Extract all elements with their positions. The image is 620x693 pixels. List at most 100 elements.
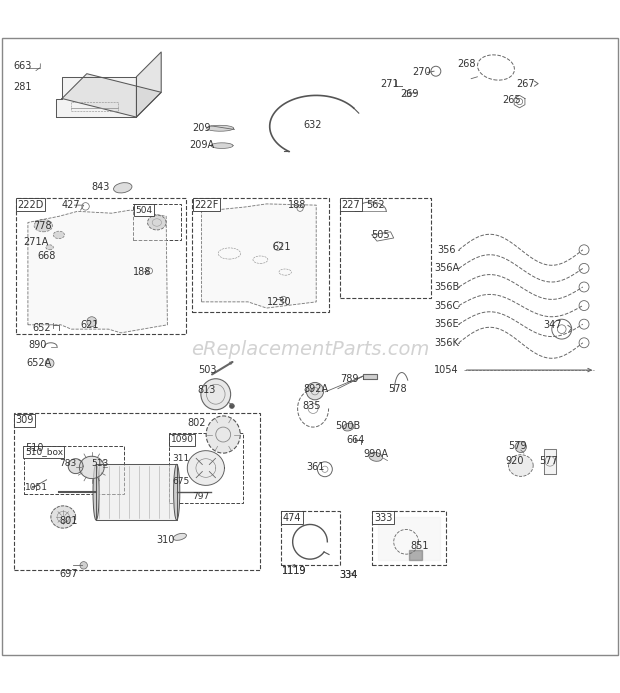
Text: 427: 427 <box>62 200 81 210</box>
Polygon shape <box>206 125 234 131</box>
Polygon shape <box>508 455 533 476</box>
Text: 920: 920 <box>505 456 524 466</box>
Ellipse shape <box>34 220 53 231</box>
Polygon shape <box>79 456 104 479</box>
Ellipse shape <box>93 464 99 520</box>
Bar <box>24 446 124 494</box>
Polygon shape <box>51 506 76 528</box>
Bar <box>16 198 186 334</box>
Polygon shape <box>136 52 161 117</box>
Text: 474: 474 <box>283 513 301 523</box>
Text: 265: 265 <box>502 95 521 105</box>
Text: 1051: 1051 <box>25 483 48 492</box>
Bar <box>192 198 329 313</box>
Polygon shape <box>62 73 161 117</box>
Bar <box>169 433 243 502</box>
Text: 510_box: 510_box <box>25 448 63 457</box>
Polygon shape <box>68 459 83 473</box>
Circle shape <box>229 403 234 408</box>
Text: 577: 577 <box>539 456 558 466</box>
Text: 697: 697 <box>59 569 78 579</box>
Text: 1090: 1090 <box>170 435 193 444</box>
Text: 334: 334 <box>340 570 358 579</box>
Text: 510: 510 <box>25 443 43 453</box>
Text: 851: 851 <box>410 541 429 551</box>
Ellipse shape <box>343 423 354 431</box>
Text: 268: 268 <box>458 59 476 69</box>
Ellipse shape <box>369 453 383 462</box>
Text: 668: 668 <box>37 251 56 261</box>
Text: 890: 890 <box>28 340 46 350</box>
Text: 562: 562 <box>366 200 384 210</box>
Text: 802: 802 <box>187 419 206 428</box>
Bar <box>14 414 260 570</box>
Text: 663: 663 <box>14 61 32 71</box>
Text: 209A: 209A <box>189 140 215 150</box>
Text: 632: 632 <box>304 119 322 130</box>
Text: 361: 361 <box>306 462 325 472</box>
Text: 227: 227 <box>342 200 360 209</box>
Ellipse shape <box>173 534 187 541</box>
Text: 652A: 652A <box>26 358 51 367</box>
Bar <box>281 511 340 565</box>
Text: 333: 333 <box>374 513 392 523</box>
Text: 334: 334 <box>340 570 358 579</box>
Text: 503: 503 <box>198 365 217 375</box>
Text: 579: 579 <box>508 441 527 450</box>
Text: 789: 789 <box>340 374 358 384</box>
Polygon shape <box>202 204 316 308</box>
Text: 271: 271 <box>381 78 399 89</box>
Text: 1119: 1119 <box>281 566 306 576</box>
Text: 270: 270 <box>412 67 431 78</box>
Text: 281: 281 <box>14 82 32 92</box>
Polygon shape <box>363 374 377 379</box>
Polygon shape <box>96 464 177 520</box>
Text: 222F: 222F <box>194 200 218 209</box>
Ellipse shape <box>206 416 241 453</box>
Text: 843: 843 <box>92 182 110 192</box>
Text: 621: 621 <box>81 319 99 330</box>
Ellipse shape <box>148 215 166 230</box>
Text: 652: 652 <box>32 323 51 333</box>
Text: 797: 797 <box>192 492 210 501</box>
Text: 813: 813 <box>197 385 216 395</box>
Text: 356K: 356K <box>434 337 459 348</box>
Text: 578: 578 <box>388 384 407 394</box>
Bar <box>133 204 181 240</box>
Text: 356A: 356A <box>434 263 459 273</box>
Text: 504: 504 <box>135 206 153 215</box>
Polygon shape <box>409 550 422 561</box>
Text: 783: 783 <box>59 459 76 468</box>
Text: 892A: 892A <box>304 384 329 394</box>
Circle shape <box>515 441 526 453</box>
Text: 356C: 356C <box>434 301 459 310</box>
Text: 311: 311 <box>172 454 190 463</box>
Text: 267: 267 <box>516 78 534 89</box>
Text: 1119: 1119 <box>281 566 306 576</box>
Text: 990A: 990A <box>363 449 388 459</box>
Polygon shape <box>56 77 136 117</box>
Text: 310: 310 <box>156 535 175 545</box>
Text: 1230: 1230 <box>267 297 291 307</box>
Text: 356E: 356E <box>434 319 459 329</box>
Ellipse shape <box>113 183 132 193</box>
Text: 347: 347 <box>543 319 562 330</box>
Circle shape <box>80 561 87 569</box>
Text: 271A: 271A <box>24 237 49 247</box>
Text: 269: 269 <box>400 89 419 98</box>
Text: 500B: 500B <box>335 421 360 431</box>
Polygon shape <box>211 143 233 148</box>
Bar <box>372 511 446 565</box>
Bar <box>340 198 431 298</box>
Text: 778: 778 <box>33 220 51 231</box>
Circle shape <box>45 359 54 367</box>
Text: 188: 188 <box>288 200 307 210</box>
Text: 222D: 222D <box>17 200 44 209</box>
Text: 801: 801 <box>59 516 78 527</box>
Text: 835: 835 <box>303 401 321 411</box>
Circle shape <box>306 383 324 400</box>
Polygon shape <box>378 517 440 561</box>
Circle shape <box>87 317 97 326</box>
Text: 621: 621 <box>273 243 291 252</box>
Ellipse shape <box>53 231 64 238</box>
